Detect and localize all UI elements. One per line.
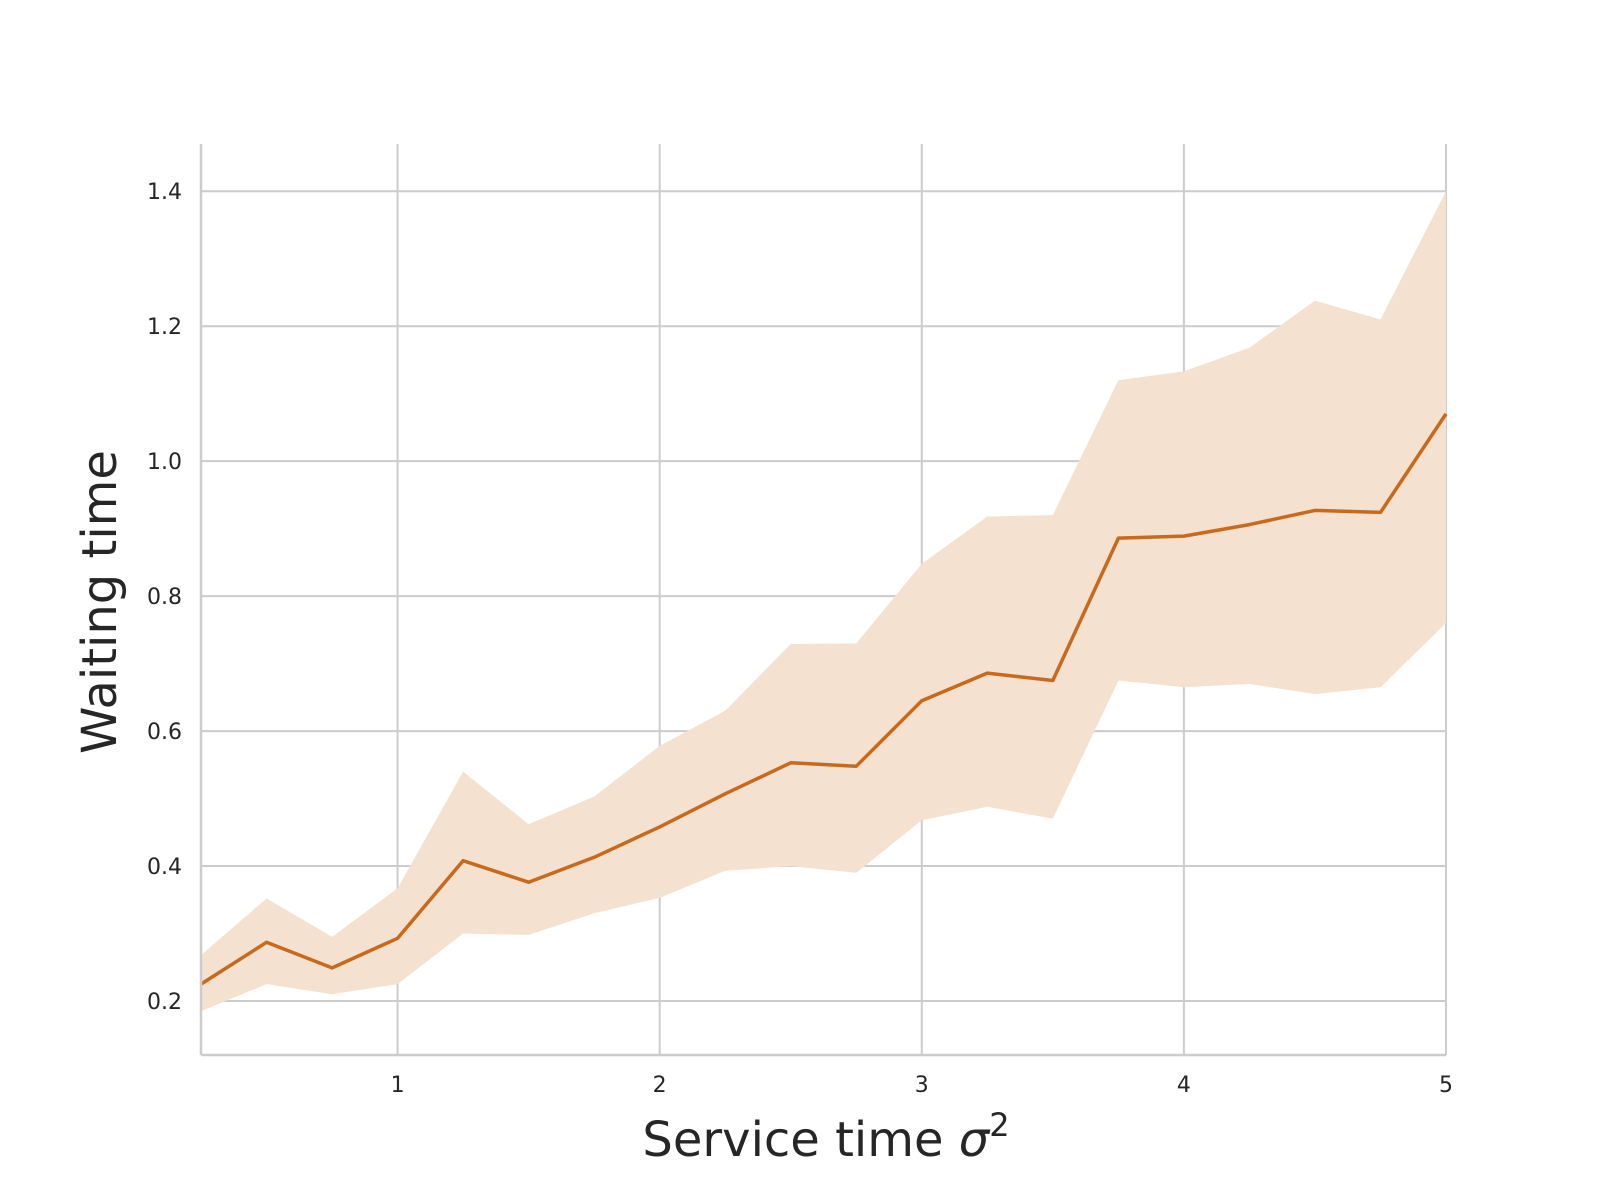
data-point-16 — [1247, 523, 1251, 527]
data-point-11 — [920, 699, 924, 703]
data-point-17 — [1313, 508, 1317, 512]
data-point-2 — [330, 966, 334, 970]
data-point-1 — [265, 940, 269, 944]
data-point-3 — [396, 936, 400, 940]
x-tick-label-4: 4 — [1177, 1073, 1191, 1098]
x-tick-label-5: 5 — [1439, 1073, 1453, 1098]
y-tick-label-0.2: 0.2 — [147, 990, 182, 1015]
data-point-10 — [854, 764, 858, 768]
data-point-6 — [592, 855, 596, 859]
data-point-8 — [723, 792, 727, 796]
data-point-4 — [461, 859, 465, 863]
confidence-band — [201, 191, 1446, 1012]
x-axis-label: Service time σ2 — [642, 1106, 1009, 1168]
x-tick-labels: 1 2 3 4 5 — [391, 1073, 1453, 1098]
data-point-19 — [1444, 412, 1448, 416]
y-tick-label-0.8: 0.8 — [147, 585, 182, 610]
y-axis-label: Waiting time — [72, 450, 128, 754]
data-point-13 — [1051, 678, 1055, 682]
data-point-9 — [789, 761, 793, 765]
x-tick-label-2: 2 — [653, 1073, 667, 1098]
data-point-7 — [658, 825, 662, 829]
data-point-12 — [985, 671, 989, 675]
x-tick-label-1: 1 — [391, 1073, 405, 1098]
y-tick-label-1.4: 1.4 — [147, 180, 182, 205]
data-point-18 — [1378, 510, 1382, 514]
x-tick-label-3: 3 — [915, 1073, 929, 1098]
y-tick-label-0.4: 0.4 — [147, 855, 182, 880]
y-tick-label-1.2: 1.2 — [147, 315, 182, 340]
y-tick-label-0.6: 0.6 — [147, 720, 182, 745]
series-line — [200, 412, 1448, 986]
data-point-15 — [1182, 534, 1186, 538]
data-point-14 — [1116, 536, 1120, 540]
data-point-5 — [527, 880, 531, 884]
y-tick-label-1.0: 1.0 — [147, 450, 182, 475]
y-tick-labels: 0.2 0.4 0.6 0.8 1.0 1.2 1.4 — [147, 180, 182, 1015]
